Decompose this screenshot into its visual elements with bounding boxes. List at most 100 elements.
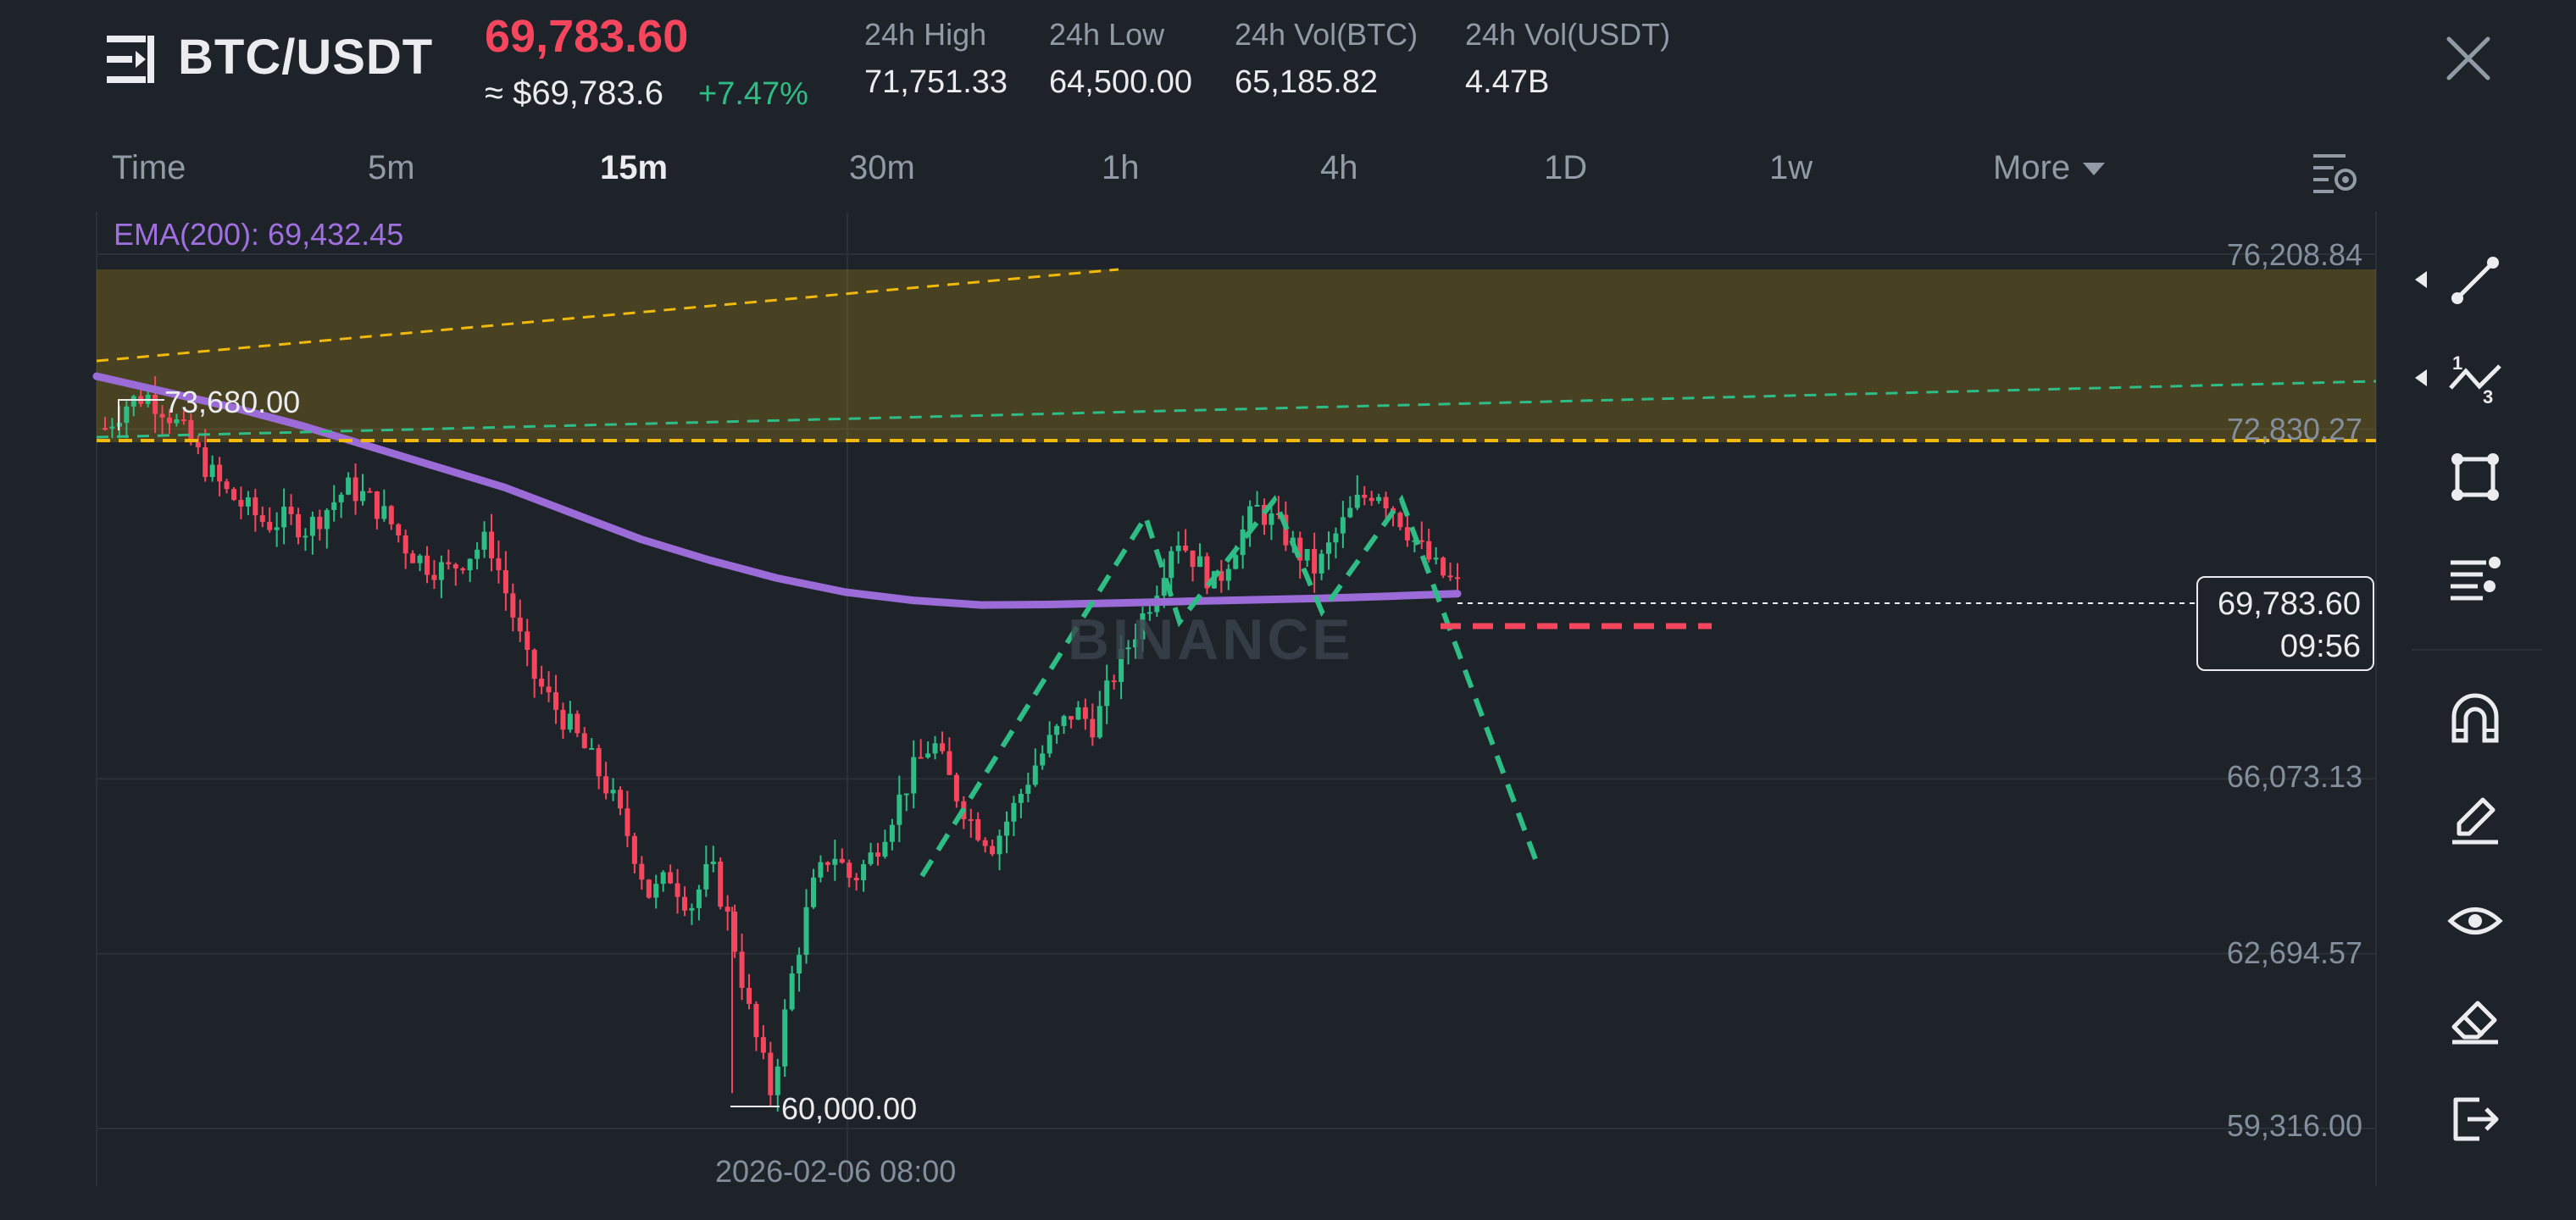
candle-body: [732, 911, 738, 952]
candle-body: [1312, 549, 1318, 574]
y-axis-tick: 72,830.27: [2226, 412, 2362, 446]
candle-body: [1069, 716, 1074, 720]
candle-body: [331, 502, 337, 511]
candle-body: [610, 790, 616, 794]
candle-body: [1297, 537, 1303, 561]
close-icon[interactable]: [2444, 34, 2493, 83]
tab-30m[interactable]: 30m: [849, 149, 915, 186]
candle-body: [581, 733, 587, 749]
candle-body: [1362, 494, 1368, 498]
triple-top-pattern: [919, 494, 1538, 878]
candle-body: [174, 419, 180, 424]
candle-body: [103, 428, 108, 430]
tab-1w[interactable]: 1w: [1769, 149, 1813, 186]
binance-watermark: BINANCE: [1068, 607, 1354, 672]
tab-5m[interactable]: 5m: [368, 149, 415, 186]
candle-body: [195, 442, 201, 447]
candle-body: [774, 1066, 780, 1095]
candle-body: [1447, 575, 1453, 578]
candle-body: [188, 419, 194, 443]
candle-body: [1140, 613, 1146, 640]
candle-body: [710, 861, 716, 864]
candle-body: [824, 862, 830, 865]
candle-body: [1347, 507, 1353, 518]
candle-body: [882, 841, 888, 857]
candle-body: [410, 553, 416, 563]
candle-body: [567, 713, 573, 730]
candle-body: [853, 878, 859, 881]
candle-countdown: 09:56: [2279, 629, 2361, 664]
candle-body: [1262, 504, 1267, 525]
candle-body: [303, 535, 308, 538]
candle-body: [167, 417, 172, 424]
candle-body: [1025, 785, 1031, 794]
candle-body: [718, 861, 724, 907]
candle-body: [1119, 648, 1124, 682]
usd-approx-price: ≈ $69,783.6: [485, 75, 664, 112]
candle-body: [109, 426, 115, 429]
candle-body: [1090, 718, 1096, 738]
text-list-icon[interactable]: [2446, 549, 2505, 608]
stat-24h-high-label: 24h High: [864, 17, 987, 52]
candle-body: [990, 846, 996, 855]
candle-body: [209, 464, 215, 478]
candle-body: [1197, 556, 1202, 568]
candle-body: [417, 555, 423, 563]
last-price: 69,783.60: [485, 11, 689, 62]
candle-body: [525, 631, 530, 650]
tab-4h[interactable]: 4h: [1320, 149, 1358, 186]
green-trendline: [96, 380, 2377, 439]
expand-caret-icon[interactable]: [2415, 271, 2427, 288]
candle-body: [1125, 647, 1131, 650]
tab-time[interactable]: Time: [112, 149, 186, 186]
candle-body: [875, 852, 880, 857]
tab-more[interactable]: More: [1993, 149, 2071, 186]
candle-body: [203, 446, 208, 478]
candle-body: [668, 872, 674, 884]
candle-body: [889, 824, 895, 842]
candle-body: [517, 617, 523, 632]
candle-body: [1175, 546, 1181, 552]
chart-settings-icon[interactable]: [2312, 151, 2359, 195]
caret-down-icon[interactable]: [2083, 163, 2105, 175]
candle-body: [360, 491, 365, 502]
candle-body: [460, 568, 466, 571]
tab-1h[interactable]: 1h: [1102, 149, 1140, 186]
tab-1d[interactable]: 1D: [1544, 149, 1588, 186]
pencil-icon[interactable]: [2446, 790, 2505, 849]
candle-body: [897, 794, 902, 825]
candle-body: [324, 510, 330, 530]
candle-body: [768, 1052, 774, 1095]
candle-body: [747, 988, 752, 1004]
candle-body: [932, 743, 938, 754]
candle-body: [911, 757, 917, 794]
fibonacci-icon[interactable]: 1 3: [2446, 349, 2505, 408]
candle-body: [153, 394, 158, 414]
candle-body: [467, 558, 473, 571]
expand-caret-icon[interactable]: [2415, 369, 2427, 386]
candle-body: [1061, 716, 1067, 726]
pair-title[interactable]: BTC/USDT: [178, 30, 434, 85]
candle-body: [438, 562, 444, 580]
exit-icon[interactable]: [2446, 1090, 2505, 1149]
stat-24h-vol-usdt-value: 4.47B: [1465, 64, 1550, 100]
magnet-icon[interactable]: [2446, 688, 2505, 747]
candle-body: [1376, 496, 1382, 502]
trend-line-icon[interactable]: [2446, 251, 2505, 310]
candle-body: [402, 535, 408, 554]
eraser-icon[interactable]: [2446, 990, 2505, 1049]
ema-label[interactable]: EMA(200): 69,432.45: [114, 217, 404, 252]
candle-body: [496, 558, 502, 571]
tab-15m[interactable]: 15m: [600, 149, 669, 186]
candle-body: [689, 907, 695, 911]
candle-body: [839, 858, 845, 863]
shape-icon[interactable]: [2446, 447, 2505, 507]
candle-body: [703, 863, 709, 890]
candle-body: [1455, 577, 1460, 580]
eye-icon[interactable]: [2446, 891, 2505, 951]
menu-icon[interactable]: [105, 32, 161, 86]
candle-body: [625, 808, 630, 836]
candle-body: [1233, 555, 1239, 569]
stat-24h-vol-btc-value: 65,185.82: [1235, 64, 1379, 100]
